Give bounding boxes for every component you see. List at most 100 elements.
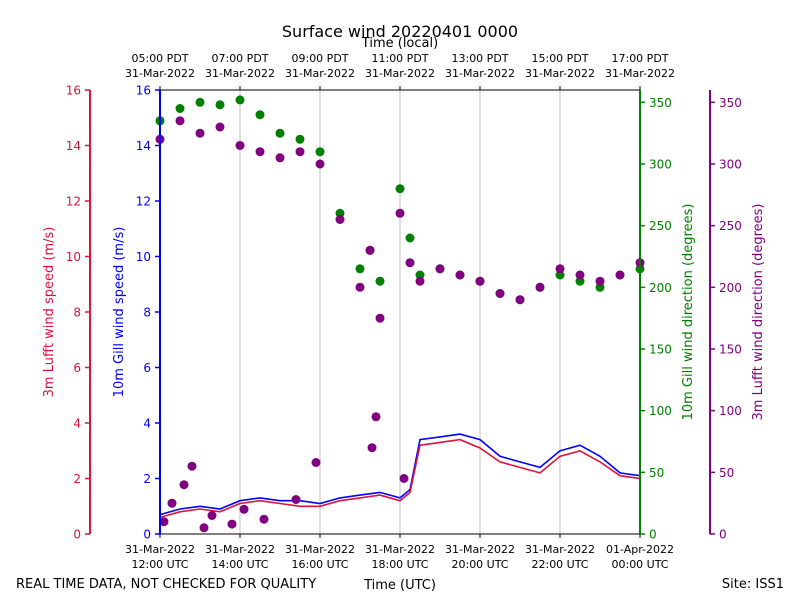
lufft-dir-tick-label: 300 (719, 158, 742, 172)
top-tick-time: 13:00 PDT (451, 52, 508, 65)
bottom-axis-label: Time (UTC) (363, 578, 436, 593)
3m-lufft-wind-direction-near-calm-low-values-point (199, 523, 209, 533)
gill-dir-tick-label: 100 (649, 404, 672, 418)
lufft-dir-tick-label: 0 (719, 528, 727, 542)
lufft-speed-tick-label: 16 (66, 84, 81, 98)
gill-speed-tick-label: 6 (143, 361, 151, 375)
gill-speed-tick-label: 14 (136, 139, 151, 153)
10m-gill-wind-direction-point (175, 104, 185, 113)
3m-lufft-wind-direction-point (475, 276, 485, 286)
10m-gill-wind-direction-point (555, 270, 565, 280)
gill-speed-tick-label: 16 (136, 84, 151, 98)
3m-lufft-wind-direction-point (395, 208, 405, 218)
lufft-dir-tick-label: 200 (719, 281, 742, 295)
gill-speed-tick-label: 4 (143, 417, 151, 431)
bottom-tick-date: 31-Mar-2022 (125, 543, 195, 556)
bottom-tick-time: 18:00 UTC (371, 558, 428, 571)
gill-speed-axis-label: 10m Gill wind speed (m/s) (112, 227, 127, 398)
3m-lufft-wind-direction-point (595, 276, 605, 286)
10m-gill-wind-direction-point (395, 184, 405, 194)
bottom-tick-time: 14:00 UTC (211, 558, 268, 571)
gill-speed-tick-label: 0 (143, 528, 151, 542)
3m-lufft-wind-direction-point (435, 264, 445, 274)
top-tick-date: 31-Mar-2022 (445, 67, 515, 80)
10m-gill-wind-direction-point (355, 264, 365, 274)
gill-dir-tick-label: 50 (649, 466, 664, 480)
3m-lufft-wind-direction-point (255, 147, 265, 157)
gill-dir-tick-label: 150 (649, 343, 672, 357)
bottom-tick-date: 31-Mar-2022 (285, 543, 355, 556)
gill-dir-tick-label: 250 (649, 219, 672, 233)
lufft-speed-tick-label: 2 (73, 472, 81, 486)
top-tick-date: 31-Mar-2022 (605, 67, 675, 80)
top-tick-time: 11:00 PDT (371, 52, 428, 65)
gill-speed-tick-label: 12 (136, 195, 151, 209)
plot-series (155, 95, 645, 533)
bottom-tick-time: 20:00 UTC (451, 558, 508, 571)
lufft-speed-tick-label: 12 (66, 195, 81, 209)
3m-lufft-wind-direction-point (555, 264, 565, 274)
lufft-speed-tick-label: 4 (73, 417, 81, 431)
3m-lufft-wind-direction-point (375, 313, 385, 323)
top-tick-date: 31-Mar-2022 (365, 67, 435, 80)
gill-dir-tick-label: 350 (649, 96, 672, 110)
10m-gill-wind-direction-point (575, 276, 585, 286)
3m-lufft-wind-direction-point (415, 276, 425, 286)
3m-lufft-wind-direction-near-calm-low-values-point (207, 511, 217, 520)
top-tick-date: 31-Mar-2022 (125, 67, 195, 80)
bottom-tick-date: 31-Mar-2022 (365, 543, 435, 556)
bottom-tick-time: 16:00 UTC (291, 558, 348, 571)
3m-lufft-wind-direction-point (235, 141, 245, 150)
bottom-tick-time: 00:00 UTC (611, 558, 668, 571)
10m-gill-wind-direction-point (275, 128, 285, 138)
3m-lufft-wind-speed-line (159, 438, 641, 519)
lufft-dir-tick-label: 350 (719, 96, 742, 110)
axes (85, 86, 715, 538)
top-tick-time: 17:00 PDT (611, 52, 668, 65)
3m-lufft-wind-direction-near-calm-low-values-point (159, 517, 169, 527)
3m-lufft-wind-direction-near-calm-low-values-point (367, 443, 377, 453)
quality-note: REAL TIME DATA, NOT CHECKED FOR QUALITY (16, 577, 316, 592)
3m-lufft-wind-direction-point (575, 270, 585, 280)
bottom-tick-date: 31-Mar-2022 (525, 543, 595, 556)
10m-gill-wind-direction-point (405, 233, 415, 243)
vertical-grid (239, 90, 561, 534)
3m-lufft-wind-direction-near-calm-low-values-point (167, 498, 177, 508)
3m-lufft-wind-direction-point (615, 270, 625, 280)
3m-lufft-wind-direction-near-calm-low-values-point (399, 474, 409, 483)
gill-speed-tick-label: 10 (136, 250, 151, 264)
3m-lufft-wind-direction-point (335, 215, 345, 224)
lufft-speed-tick-label: 6 (73, 361, 81, 375)
3m-lufft-wind-direction-point (295, 147, 305, 157)
3m-lufft-wind-direction-point (535, 282, 545, 292)
bottom-tick-time: 22:00 UTC (531, 558, 588, 571)
top-tick-date: 31-Mar-2022 (205, 67, 275, 80)
3m-lufft-wind-direction-point (315, 159, 325, 169)
lufft-speed-tick-label: 14 (66, 139, 81, 153)
gill-dir-tick-label: 0 (649, 528, 657, 542)
lufft-speed-tick-label: 10 (66, 250, 81, 264)
3m-lufft-wind-direction-near-calm-low-values-point (371, 412, 381, 422)
top-tick-date: 31-Mar-2022 (285, 67, 355, 80)
lufft-speed-tick-label: 8 (73, 306, 81, 320)
3m-lufft-wind-direction-near-calm-low-values-point (311, 458, 321, 467)
lufft-dir-tick-label: 150 (719, 343, 742, 357)
3m-lufft-wind-direction-point (195, 128, 205, 138)
3m-lufft-wind-direction-point (495, 289, 505, 298)
gill-dir-tick-label: 200 (649, 281, 672, 295)
10m-gill-wind-direction-point (415, 270, 425, 280)
10m-gill-wind-direction-point (255, 110, 265, 120)
10m-gill-wind-direction-point (195, 97, 205, 107)
top-tick-time: 05:00 PDT (131, 52, 188, 65)
3m-lufft-wind-direction-point (455, 270, 465, 280)
gill-dir-tick-label: 300 (649, 158, 672, 172)
3m-lufft-wind-direction-near-calm-low-values-point (179, 480, 189, 490)
gill-speed-tick-label: 8 (143, 306, 151, 320)
lufft-direction-axis-label: 3m Lufft wind direction (degrees) (751, 204, 766, 421)
3m-lufft-wind-direction-point (515, 295, 525, 305)
10m-gill-wind-direction-point (295, 134, 305, 144)
lufft-speed-axis-label: 3m Lufft wind speed (m/s) (42, 227, 57, 398)
gill-speed-tick-label: 2 (143, 472, 151, 486)
10m-gill-wind-direction-point (235, 95, 245, 105)
